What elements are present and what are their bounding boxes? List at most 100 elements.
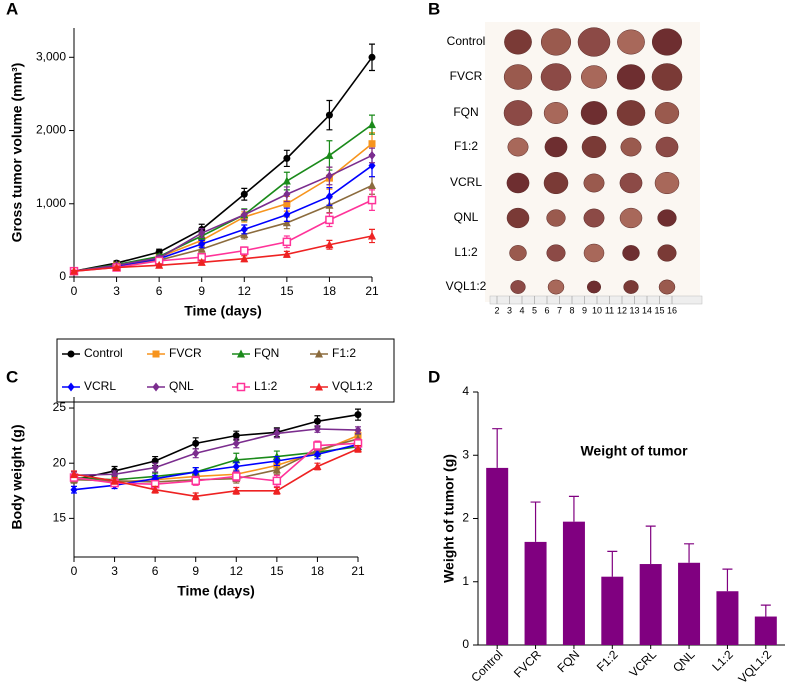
ruler-label: 16 (667, 305, 677, 315)
tumor (655, 136, 679, 158)
bar (486, 467, 509, 645)
tumor (658, 279, 676, 295)
x-tick-label: 3 (111, 564, 118, 578)
data-point (240, 254, 249, 263)
legend-marker (315, 382, 323, 391)
y-tick-label: 25 (53, 400, 67, 414)
row-label: VQL1:2 (446, 279, 487, 293)
data-point (197, 257, 206, 266)
tumor (583, 173, 605, 193)
row-label: FQN (453, 105, 478, 119)
ruler-label: 10 (592, 305, 602, 315)
legend-box (56, 338, 395, 403)
data-point (155, 260, 164, 269)
data-point (232, 455, 241, 464)
data-point (354, 444, 362, 453)
error-bar (760, 604, 771, 617)
tumor (654, 102, 680, 124)
x-tick-label: 0 (71, 564, 78, 578)
ruler-label: 7 (557, 305, 562, 315)
data-point (272, 486, 281, 495)
tumor (623, 280, 639, 294)
tumor (620, 137, 642, 157)
error-bar (492, 428, 503, 468)
y-tick-label: 3 (462, 447, 469, 461)
x-tick-label: 21 (365, 284, 379, 298)
tumor (583, 208, 605, 228)
data-point (70, 485, 78, 495)
x-tick-label: 9 (192, 564, 199, 578)
data-point (70, 266, 78, 275)
data-point (325, 240, 334, 249)
bar (639, 564, 662, 645)
x-tick-label: 18 (311, 564, 325, 578)
tumor (581, 135, 607, 159)
x-tick-label: 0 (71, 284, 78, 298)
ruler-label: 12 (617, 305, 627, 315)
data-point (368, 120, 376, 129)
data-point (232, 438, 240, 448)
row-label: FVCR (450, 69, 483, 83)
data-point (368, 231, 376, 240)
row-label: L1:2 (454, 245, 478, 259)
tumor (577, 27, 611, 57)
tumor (651, 28, 683, 56)
tumor (503, 64, 533, 90)
data-point (232, 486, 241, 495)
data-point (282, 176, 291, 185)
data-point (111, 469, 119, 479)
series-line (73, 124, 373, 272)
legend-marker (237, 349, 245, 358)
legend-label: FVCR (169, 346, 202, 360)
y-tick-label: 1,000 (36, 196, 66, 210)
tumor (619, 172, 643, 194)
tumor (543, 102, 569, 124)
legend-label: L1:2 (254, 379, 278, 393)
error-bar (722, 568, 733, 592)
tumor (540, 28, 572, 56)
legend-marker (67, 350, 75, 358)
y-axis-title: Body weight (g) (9, 425, 25, 530)
data-point (313, 424, 321, 434)
tumor (583, 243, 605, 263)
tumor (616, 64, 646, 90)
data-point (325, 191, 333, 201)
error-bar (568, 495, 579, 522)
tumor (510, 280, 526, 294)
series-line (73, 235, 373, 272)
x-tick-label: 18 (323, 284, 337, 298)
tumor (507, 137, 529, 157)
x-axis-title: Time (days) (184, 303, 262, 319)
error-bar (645, 525, 656, 565)
x-tick-label: 21 (351, 564, 365, 578)
data-point (272, 476, 282, 486)
tumor (651, 63, 683, 91)
tumor (546, 209, 566, 227)
legend-label: FQN (254, 346, 279, 360)
bar (524, 541, 547, 645)
bar (754, 616, 777, 645)
row-label: VCRL (450, 175, 482, 189)
x-tick-label: 3 (113, 284, 120, 298)
data-point (273, 428, 281, 438)
legend-marker (236, 382, 246, 392)
data-point (283, 210, 291, 220)
ruler-label: 15 (654, 305, 664, 315)
tumor (509, 245, 527, 261)
panel-label: C (6, 367, 18, 386)
ruler (489, 295, 703, 305)
bar (562, 521, 585, 645)
data-point (283, 200, 291, 208)
y-tick-label: 1 (462, 574, 469, 588)
data-point (240, 210, 248, 220)
legend-marker (152, 350, 160, 358)
data-point (232, 472, 241, 481)
data-point (313, 417, 321, 425)
row-label: QNL (454, 210, 479, 224)
y-tick-label: 0 (59, 269, 66, 283)
data-point (232, 432, 240, 440)
legend-marker (315, 349, 323, 358)
x-tick-label: 12 (238, 284, 252, 298)
